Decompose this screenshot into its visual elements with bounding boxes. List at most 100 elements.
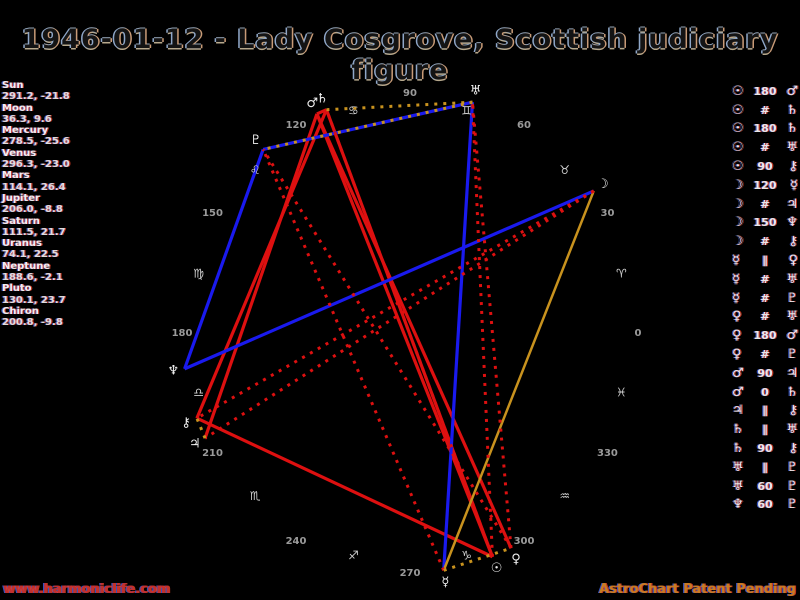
- website-link[interactable]: www.harmoniclife.com: [3, 582, 170, 597]
- pluto-glyph: ♇: [786, 478, 798, 494]
- sign-glyph-aries: ♈: [616, 266, 627, 280]
- saturn-glyph: ♄: [786, 102, 798, 118]
- degree-label-150: 150: [202, 208, 223, 219]
- aspect-line-sun-mars: [315, 113, 494, 558]
- planet-name-jupiter: Jupiter: [2, 192, 40, 204]
- moon-glyph: ☽: [732, 177, 744, 193]
- sign-glyph-cancer: ♋: [348, 103, 359, 117]
- mercury-glyph: ☿: [732, 271, 740, 287]
- planet-glyph-uranus: ♅: [470, 84, 482, 99]
- chiron-glyph: ⚷: [788, 441, 798, 457]
- planet-values-mars: 114.1, 26.4: [2, 181, 66, 193]
- moon-glyph: ☽: [732, 234, 744, 250]
- aspect-line-uranus-pluto: [262, 100, 473, 151]
- aspect-row-moon-neptune: ☽ 150 ♆: [732, 214, 798, 233]
- aspect-line-moon-jupiter: [204, 189, 595, 440]
- chiron-glyph: ⚷: [788, 403, 798, 419]
- sign-glyph-scorpio: ♏: [250, 489, 261, 503]
- planet-glyph-sun: ☉: [491, 561, 503, 576]
- planet-glyph-neptune: ♆: [167, 364, 179, 379]
- uranus-glyph: ♅: [732, 478, 744, 494]
- aspect-line-moon-neptune: [183, 189, 595, 371]
- aspect-line-saturn-uranus: [326, 100, 473, 112]
- aspect-symbol: ∥: [762, 404, 768, 418]
- aspect-symbol: ∥: [762, 254, 768, 268]
- venus-glyph: ♀: [732, 309, 742, 325]
- moon-glyph: ☽: [732, 215, 744, 231]
- planet-name-chiron: Chiron: [2, 305, 39, 317]
- chiron-glyph: ⚷: [788, 159, 798, 175]
- uranus-glyph: ♅: [786, 309, 798, 325]
- mercury-glyph: ☿: [732, 253, 740, 269]
- aspect-symbol: 0: [761, 385, 769, 399]
- neptune-glyph: ♆: [786, 215, 798, 231]
- sun-glyph: ☉: [732, 140, 744, 156]
- sun-glyph: ☉: [732, 121, 744, 137]
- aspect-row-venus-mars: ♀ 180 ♂: [732, 326, 798, 345]
- sun-glyph: ☉: [732, 159, 744, 175]
- aspect-symbol: 120: [753, 178, 777, 192]
- sign-glyph-capricorn: ♑: [461, 549, 472, 563]
- aspect-row-uranus-pluto: ♅ ∥ ♇: [732, 458, 798, 477]
- aspect-row-venus-uranus: ♀ # ♅: [732, 308, 798, 327]
- aspect-symbol: 60: [757, 479, 773, 493]
- aspect-line-sun-saturn: [325, 109, 494, 558]
- aspect-line-mercury-uranus: [442, 102, 475, 571]
- planet-glyph-saturn: ♄: [316, 92, 328, 107]
- aspect-symbol: 150: [753, 216, 777, 230]
- aspect-symbol: #: [760, 141, 770, 155]
- aspect-row-sun-mars: ☉ 180 ♂: [732, 82, 798, 101]
- planet-glyph-moon: ☽: [597, 177, 609, 192]
- aspect-symbol: 60: [757, 498, 773, 512]
- aspect-row-uranus-pluto: ♅ 60 ♇: [732, 477, 798, 496]
- degree-label-60: 60: [517, 120, 531, 131]
- planet-values-pluto: 130.1, 23.7: [2, 294, 66, 306]
- planet-name-saturn: Saturn: [2, 215, 40, 227]
- saturn-glyph: ♄: [732, 422, 744, 438]
- sign-glyph-leo: ♌: [250, 163, 261, 177]
- planet-name-venus: Venus: [2, 147, 37, 159]
- aspect-symbol: 90: [757, 442, 773, 456]
- planet-name-pluto: Pluto: [2, 283, 32, 295]
- planet-values-saturn: 111.5, 21.7: [2, 226, 66, 238]
- mars-glyph: ♂: [786, 328, 798, 344]
- aspect-row-jupiter-chiron: ♃ ∥ ⚷: [732, 402, 798, 421]
- planet-values-jupiter: 206.0, -8.8: [2, 204, 63, 216]
- degree-label-90: 90: [403, 88, 417, 99]
- aspect-row-moon-mercury: ☽ 120 ☿: [732, 176, 798, 195]
- sign-glyph-pisces: ♓: [616, 386, 627, 400]
- planet-glyph-mercury: ☿: [441, 575, 449, 590]
- mercury-glyph: ☿: [732, 290, 740, 306]
- aspect-symbol: 180: [753, 84, 777, 98]
- planet-position-table: Sun 291.2, -21.8 Moon 36.3, 9.6 Mercury 278.5…: [2, 80, 122, 329]
- degree-label-30: 30: [600, 208, 614, 219]
- aspect-row-sun-chiron: ☉ 90 ⚷: [732, 157, 798, 176]
- planet-values-chiron: 200.8, -9.8: [2, 317, 63, 329]
- planet-values-neptune: 188.6, -2.1: [2, 272, 63, 284]
- aspect-symbol: 180: [753, 122, 777, 136]
- degree-label-0: 0: [635, 328, 642, 339]
- aspect-row-sun-uranus: ☉ # ♅: [732, 138, 798, 157]
- sign-glyph-gemini: ♊: [461, 103, 472, 117]
- aspect-list: ☉ 180 ♂ ☉ # ♄ ☉ 180 ♄ ☉ # ♅ ☉ 90 ⚷ ☽ 120 ☿ ☽ # ♃ ☽ 150 ♆ ☽ # ⚷ ☿ ∥ ♀ ☿…: [732, 82, 798, 514]
- aspect-line-neptune-pluto: [183, 148, 265, 370]
- saturn-glyph: ♄: [732, 441, 744, 457]
- neptune-glyph: ♆: [732, 497, 744, 513]
- pluto-glyph: ♇: [786, 497, 798, 513]
- aspect-line-sun-uranus: [470, 102, 494, 557]
- aspect-symbol: #: [760, 291, 770, 305]
- planet-name-mercury: Mercury: [2, 125, 49, 137]
- aspect-line-venus-pluto: [261, 148, 513, 549]
- planet-values-moon: 36.3, 9.6: [2, 113, 52, 125]
- aspect-symbol: #: [760, 235, 770, 249]
- sign-glyph-sagittarius: ♐: [348, 549, 359, 563]
- jupiter-glyph: ♃: [786, 365, 798, 381]
- aspect-line-venus-uranus: [470, 102, 513, 549]
- sun-glyph: ☉: [732, 102, 744, 118]
- planet-name-neptune: Neptune: [2, 260, 51, 272]
- patent-notice: AstroChart Patent Pending: [599, 582, 796, 597]
- sign-glyph-virgo: ♍: [193, 266, 204, 280]
- venus-glyph: ♀: [732, 347, 742, 363]
